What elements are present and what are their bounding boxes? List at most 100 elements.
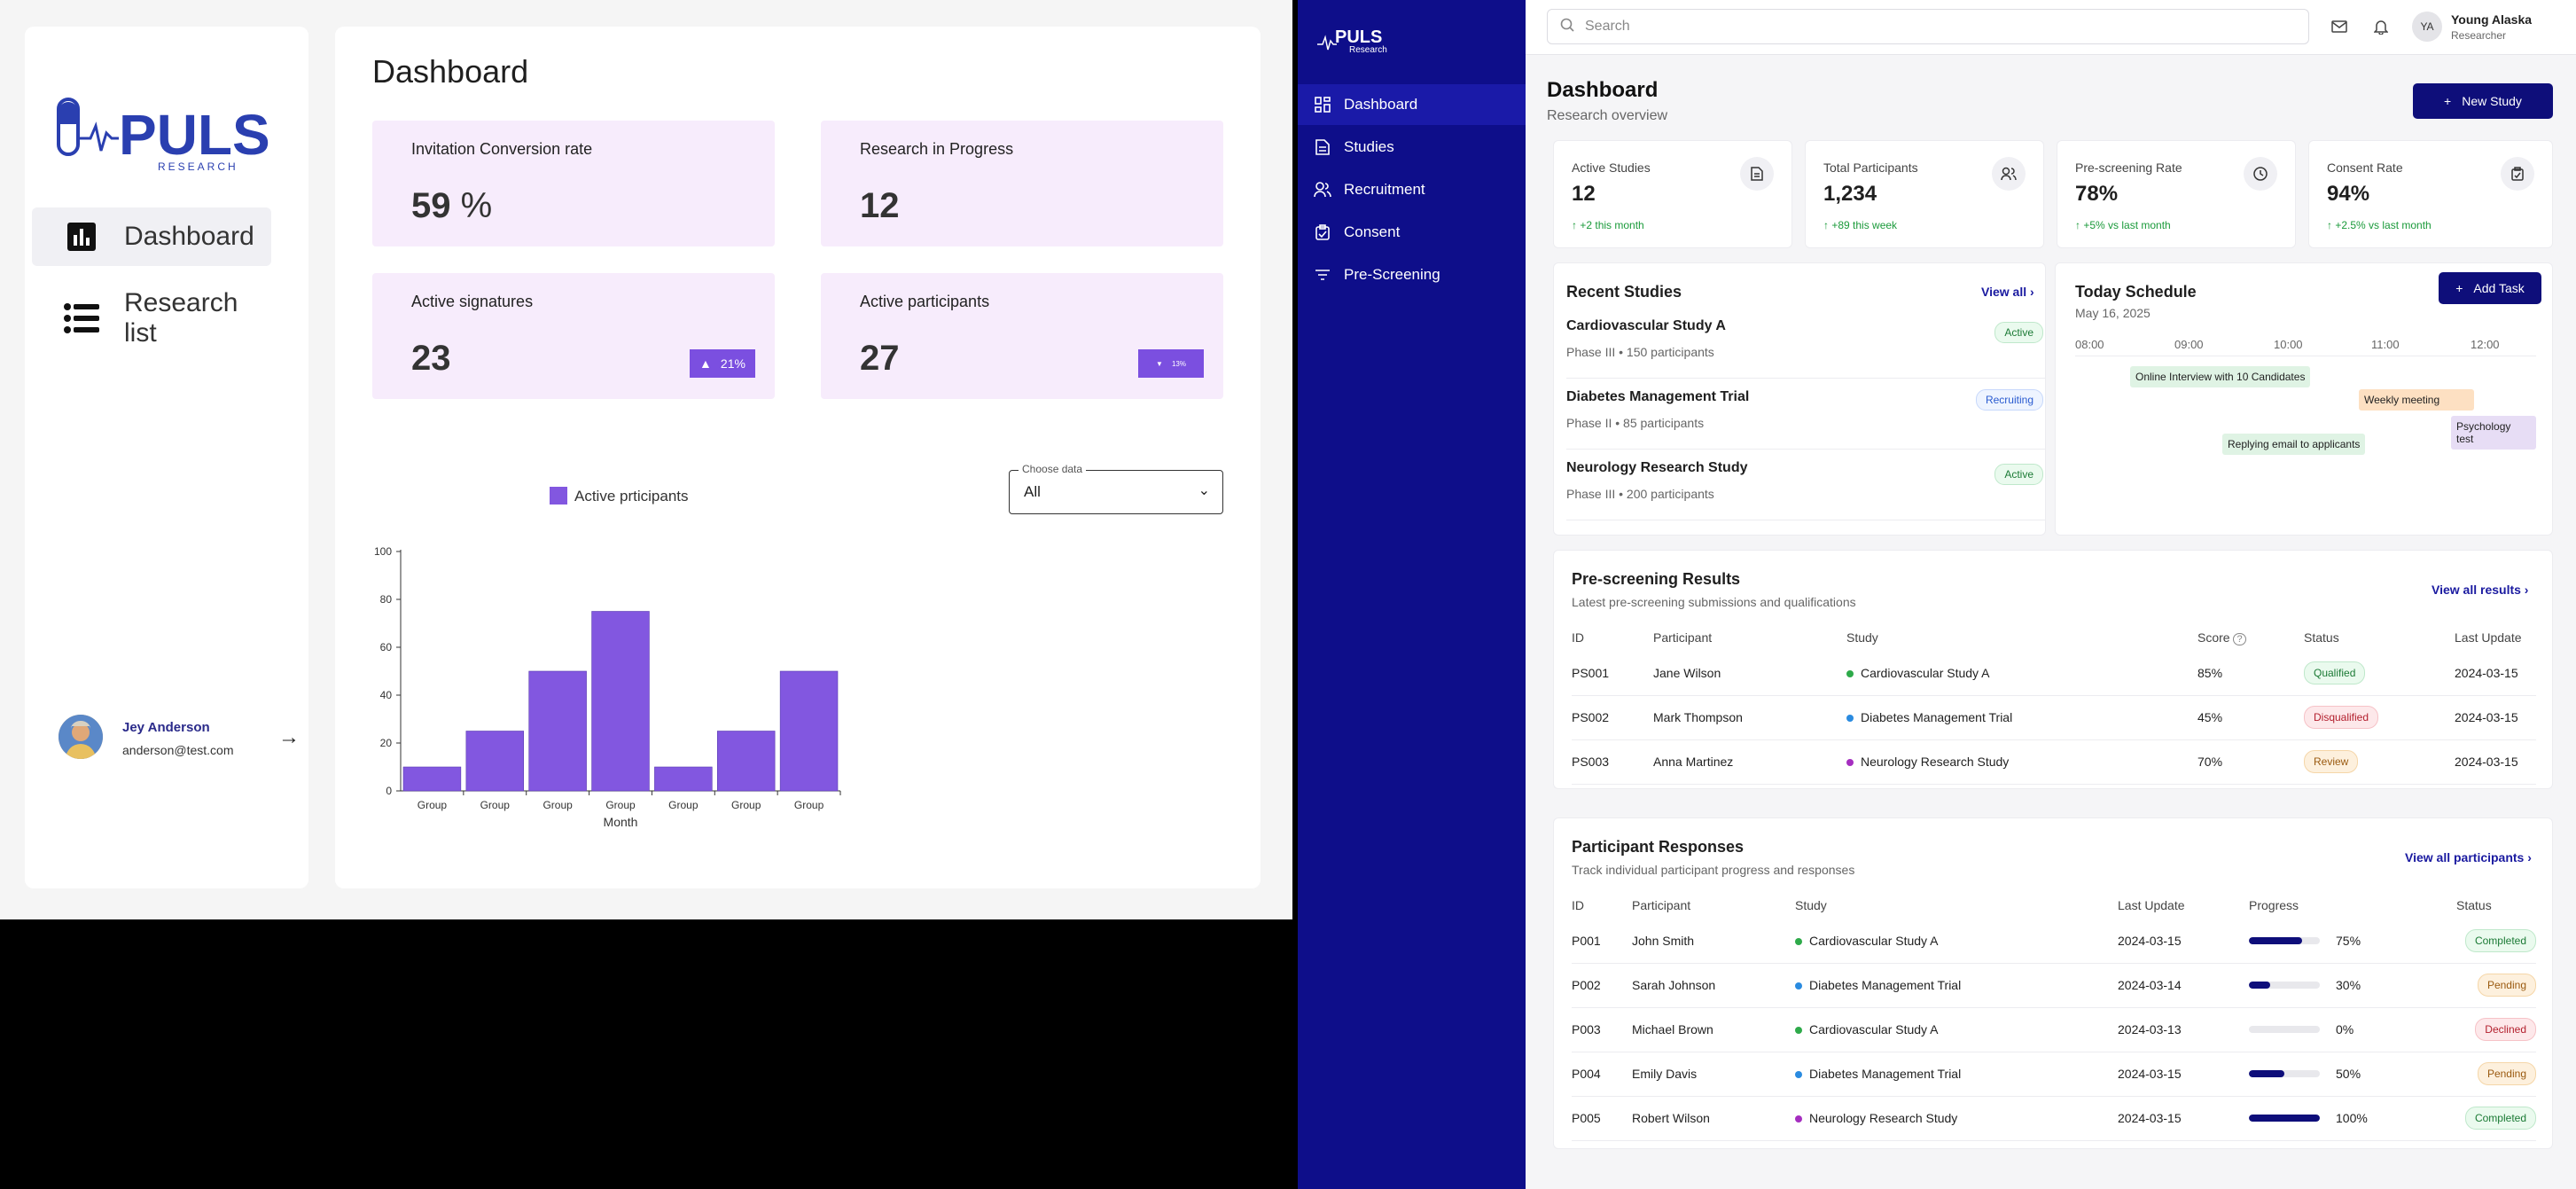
right-sidebar: PULS Research Dashboard Studies Recruitm…: [1298, 0, 1526, 1189]
status-badge: Declined: [2475, 1018, 2536, 1041]
cell-id: P004: [1572, 1067, 1601, 1081]
stat-card-active-studies: Active Studies 12 ↑ +2 this month: [1553, 140, 1792, 248]
arrow-up-icon: ↑: [1572, 219, 1577, 231]
right-nav-recruitment[interactable]: Recruitment: [1298, 169, 1526, 210]
arrow-right-icon[interactable]: →: [278, 725, 300, 749]
search-icon: [1560, 18, 1574, 36]
stat-card-prescreening-rate: Pre-screening Rate 78% ↑ +5% vs last month: [2057, 140, 2296, 248]
x-tick-label: Group: [543, 799, 573, 811]
list-item[interactable]: Neurology Research Study Phase III • 200 …: [1566, 450, 2045, 520]
schedule-event[interactable]: Psychology test: [2451, 416, 2536, 450]
cell-participant: Anna Martinez: [1653, 755, 1734, 769]
cell-progress: 30%: [2336, 978, 2361, 992]
x-tick-label: Group: [605, 799, 636, 811]
document-icon: [1740, 157, 1774, 191]
choose-data-select[interactable]: Choose data All ⌄: [1009, 463, 1223, 514]
cell-study: Cardiovascular Study A: [1846, 666, 1990, 680]
cell-id: P002: [1572, 978, 1601, 992]
schedule-event[interactable]: Online Interview with 10 Candidates: [2130, 366, 2311, 387]
progress-bar: [2249, 982, 2320, 989]
new-study-button[interactable]: + New Study: [2413, 83, 2553, 119]
progress-bar: [2249, 1115, 2320, 1122]
cell-study: Cardiovascular Study A: [1795, 1022, 1939, 1036]
cell-study: Cardiovascular Study A: [1795, 934, 1939, 948]
card-title: Active participants: [860, 293, 990, 310]
list-item[interactable]: Cardiovascular Study A Phase III • 150 pa…: [1566, 308, 2045, 379]
participant-responses-panel: Participant Responses Track individual p…: [1553, 817, 2553, 1149]
today-schedule-panel: Today Schedule May 16, 2025 + Add Task 08…: [2055, 262, 2553, 536]
select-value: All: [1024, 483, 1041, 500]
x-tick-label: Group: [480, 799, 511, 811]
card-title: Invitation Conversion rate: [411, 140, 593, 158]
card-value: 12: [860, 186, 900, 225]
cell-id: P001: [1572, 934, 1601, 948]
status-badge: Completed: [2464, 929, 2536, 952]
right-nav-consent[interactable]: Consent: [1298, 212, 1526, 253]
document-icon: [1314, 138, 1331, 156]
caret-up-icon: ▲: [699, 356, 712, 371]
cell-participant: Mark Thompson: [1653, 710, 1743, 724]
stat-card-total-participants: Total Participants 1,234 ↑ +89 this week: [1805, 140, 2044, 248]
add-task-button[interactable]: + Add Task: [2439, 272, 2541, 304]
table-row[interactable]: P005 Robert Wilson Neurology Research Stud…: [1572, 1097, 2536, 1141]
bar: [465, 731, 525, 792]
right-nav-studies[interactable]: Studies: [1298, 127, 1526, 168]
cell-participant: Emily Davis: [1632, 1067, 1698, 1081]
view-all-link[interactable]: View all ›: [1981, 285, 2034, 299]
page-title: Dashboard: [372, 53, 529, 90]
card-title: Active signatures: [411, 293, 534, 310]
right-nav-prescreening[interactable]: Pre-Screening: [1298, 254, 1526, 295]
cell-date: 2024-03-15: [2118, 1067, 2182, 1081]
avatar[interactable]: YA: [2412, 12, 2442, 42]
table-row[interactable]: P002 Sarah Johnson Diabetes Management Tri…: [1572, 964, 2536, 1008]
trend-badge: ▼ 13%: [1138, 349, 1204, 378]
svg-text:PULS: PULS: [1335, 27, 1382, 47]
search-input[interactable]: Search: [1547, 9, 2309, 44]
cell-score: 70%: [2197, 755, 2223, 769]
table-row[interactable]: P003 Michael Brown Cardiovascular Study A 2…: [1572, 1008, 2536, 1052]
cell-date: 2024-03-15: [2118, 934, 2182, 948]
chevron-down-icon: ⌄: [1198, 483, 1210, 498]
cell-progress: 0%: [2336, 1022, 2354, 1036]
status-dot: [1795, 1027, 1802, 1035]
left-nav-research-list[interactable]: Research list: [32, 288, 271, 348]
cell-date: 2024-03-15: [2455, 755, 2518, 769]
bar: [779, 670, 839, 792]
table-row[interactable]: P004 Emily Davis Diabetes Management Trial…: [1572, 1052, 2536, 1097]
progress-fill: [2249, 1070, 2284, 1077]
right-nav-dashboard[interactable]: Dashboard: [1298, 84, 1526, 125]
cell-participant: Sarah Johnson: [1632, 978, 1716, 992]
cell-id: PS003: [1572, 755, 1610, 769]
schedule-event[interactable]: Weekly meeting: [2359, 389, 2474, 411]
list-item[interactable]: Diabetes Management Trial Phase II • 85 p…: [1566, 379, 2045, 450]
left-sidebar: PULS RESEARCH Dashboard Research list Je…: [25, 27, 308, 888]
mail-icon[interactable]: [2329, 16, 2350, 37]
trend-badge: ▲ 21%: [690, 349, 755, 378]
table-row[interactable]: PS003 Anna Martinez Neurology Research Stu…: [1572, 740, 2536, 785]
schedule-event[interactable]: Replying email to applicants: [2222, 434, 2366, 455]
status-badge: Qualified: [2304, 661, 2366, 684]
user-name: Jey Anderson: [122, 720, 210, 735]
left-nav-dashboard[interactable]: Dashboard: [32, 207, 271, 266]
stat-card-research-progress: Research in Progress 12: [821, 121, 1223, 246]
status-badge: Pending: [2477, 1062, 2536, 1085]
view-all-participants-link[interactable]: View all participants ›: [2405, 850, 2532, 864]
status-dot: [1846, 759, 1854, 767]
table-row[interactable]: PS002 Mark Thompson Diabetes Management Tr…: [1572, 696, 2536, 740]
cell-study: Neurology Research Study: [1846, 755, 2009, 769]
y-tick-label: 0: [386, 785, 392, 797]
view-all-results-link[interactable]: View all results ›: [2432, 583, 2529, 597]
table-row[interactable]: PS001 Jane Wilson Cardiovascular Study A 85…: [1572, 652, 2536, 696]
x-tick-label: Group: [668, 799, 699, 811]
stat-card-participants: Active participants 27 ▼ 13%: [821, 273, 1223, 399]
bell-icon[interactable]: [2370, 16, 2392, 37]
progress-fill: [2249, 1115, 2320, 1122]
status-badge: Disqualified: [2304, 706, 2379, 729]
bar: [528, 670, 587, 792]
table-row[interactable]: P001 John Smith Cardiovascular Study A 2024…: [1572, 919, 2536, 964]
left-nav-label: Research list: [124, 288, 238, 348]
card-value: 59 %: [411, 186, 493, 225]
progress-bar: [2249, 937, 2320, 944]
status-badge: Pending: [2477, 974, 2536, 997]
bar-chart-icon: [64, 219, 99, 254]
